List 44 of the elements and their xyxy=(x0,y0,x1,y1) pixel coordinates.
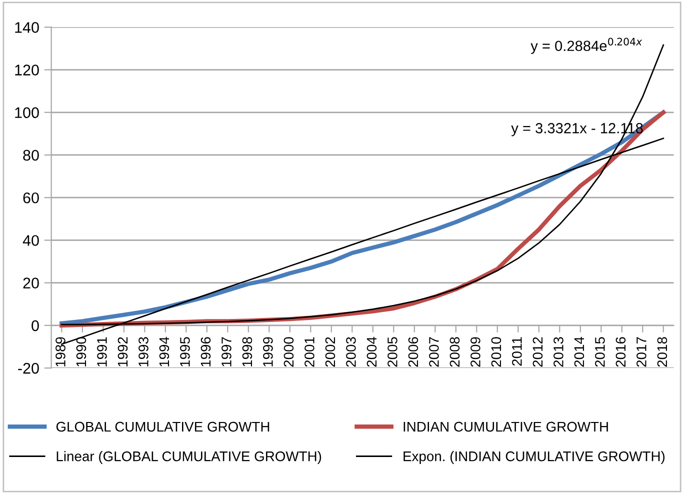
x-tick-label: 2011 xyxy=(512,337,522,366)
x-tick-label: 1994 xyxy=(159,336,170,366)
x-tick-label: 1991 xyxy=(97,337,107,366)
x-tick-label: 2015 xyxy=(595,337,605,367)
x-tick-label: 2003 xyxy=(346,337,356,367)
y-tick-label: 100 xyxy=(15,107,39,118)
x-tick-label: 2005 xyxy=(388,337,398,367)
x-tick-label: 2016 xyxy=(616,337,626,367)
x-tick-label: 2018 xyxy=(657,337,668,367)
y-tick-label: 80 xyxy=(23,150,39,161)
x-tick-label: 1999 xyxy=(263,337,273,366)
annotation: y = 0.2884e$^{0.204x}$ xyxy=(530,38,642,54)
x-tick-label: 2017 xyxy=(636,337,646,367)
x-tick-label: 2007 xyxy=(429,337,439,367)
x-tick-label: 1992 xyxy=(118,337,128,366)
x-tick-label: 2004 xyxy=(366,336,377,367)
x-tick-label: 2000 xyxy=(284,337,294,367)
x-tick-label: 1995 xyxy=(180,337,190,366)
y-tick-label: 140 xyxy=(15,22,39,33)
x-tick-label: 1997 xyxy=(222,337,232,366)
y-tick-label: 40 xyxy=(22,235,39,246)
y-tick-label: -20 xyxy=(18,362,39,374)
y-tick-label: 20 xyxy=(23,278,39,288)
x-tick-label: 1990 xyxy=(76,337,86,366)
y-tick-label: 60 xyxy=(23,192,39,204)
x-tick-label: 2012 xyxy=(532,337,543,367)
x-tick-label: 1996 xyxy=(200,337,211,366)
x-tick-label: 2010 xyxy=(491,337,502,367)
x-tick-label: 2014 xyxy=(574,336,584,367)
legend-label: Linear (GLOBAL CUMULATIVE GROWTH) xyxy=(56,451,322,464)
legend-label: Expon. (INDIAN CUMULATIVE GROWTH) xyxy=(404,451,665,464)
x-tick-label: 1998 xyxy=(242,337,252,366)
x-tick-label: 2002 xyxy=(325,337,336,367)
x-tick-label: 2008 xyxy=(450,337,460,367)
legend-label: INDIAN CUMULATIVE GROWTH xyxy=(404,422,608,432)
x-tick-label: 2001 xyxy=(304,337,314,367)
x-tick-label: 2013 xyxy=(554,337,564,367)
x-tick-label: 2009 xyxy=(470,337,480,367)
y-tick-label: 120 xyxy=(15,64,39,76)
x-tick-label: 1993 xyxy=(138,337,148,366)
legend-label: GLOBAL CUMULATIVE GROWTH xyxy=(56,422,270,432)
y-tick-label: 0 xyxy=(32,320,39,332)
x-tick-label: 1989 xyxy=(56,337,66,366)
x-tick-label: 2006 xyxy=(408,337,418,367)
